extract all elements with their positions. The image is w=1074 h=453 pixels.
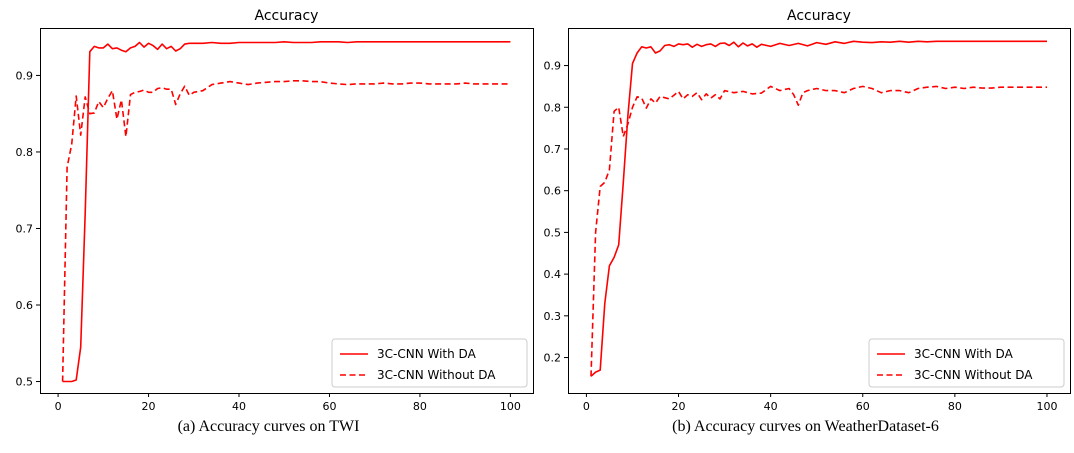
y-tick-label: 0.3 (544, 310, 562, 323)
chart-panel-a: 0 20 40 60 80 100 0.5 0.6 0.7 0.8 0.9 Accuracy 3C-… (16, 8, 534, 435)
x-tick-label: 100 (1036, 400, 1057, 412)
x-tick-label: 80 (948, 400, 962, 412)
y-tick-label: 0.9 (544, 60, 562, 73)
figure-caption: (a) Accuracy curves on TWI (177, 418, 360, 435)
legend-label: 3C-CNN With DA (377, 347, 477, 361)
accuracy-chart-weatherdataset: 0 20 40 60 80 100 0.2 0.3 0.4 0.5 0.6 0.7 0.8 0.9 Acc… (544, 8, 1071, 412)
y-tick-label: 0.7 (544, 143, 562, 156)
x-tick-label: 0 (55, 400, 62, 412)
x-tick-label: 60 (322, 400, 336, 412)
figure-caption: (b) Accuracy curves on WeatherDataset-6 (672, 418, 939, 435)
x-tick-label: 80 (413, 400, 427, 412)
chart-title: Accuracy (787, 8, 851, 24)
chart-title: Accuracy (255, 8, 319, 24)
y-tick-label: 0.6 (16, 299, 34, 312)
y-tick-label: 0.2 (544, 352, 562, 365)
x-tick-label: 100 (500, 400, 521, 412)
accuracy-chart-twi: 0 20 40 60 80 100 0.5 0.6 0.7 0.8 0.9 Accuracy 3C-… (16, 8, 534, 412)
x-tick-label: 40 (764, 400, 778, 412)
x-tick-label: 20 (672, 400, 686, 412)
y-tick-label: 0.9 (16, 69, 34, 82)
y-tick-label: 0.8 (16, 146, 34, 159)
x-tick-label: 20 (142, 400, 156, 412)
y-tick-label: 0.5 (16, 376, 34, 389)
y-tick-label: 0.4 (544, 268, 562, 281)
series-line-with-da (62, 40, 511, 383)
x-tick-label: 40 (232, 400, 246, 412)
y-tick-label: 0.8 (544, 101, 562, 114)
legend-label: 3C-CNN Without DA (377, 368, 496, 382)
x-tick-label: 0 (583, 400, 590, 412)
series-line-with-da (590, 40, 1047, 377)
y-tick-label: 0.6 (544, 185, 562, 198)
chart-panel-b: 0 20 40 60 80 100 0.2 0.3 0.4 0.5 0.6 0.7 0.8 0.9 Acc… (537, 0, 1074, 453)
legend-label: 3C-CNN With DA (914, 347, 1014, 361)
legend-box (868, 338, 1065, 388)
y-tick-label: 0.5 (544, 226, 562, 239)
legend-box (331, 338, 528, 388)
series-line-without-da (590, 85, 1047, 377)
series-line-without-da (61, 80, 511, 382)
x-tick-label: 60 (856, 400, 870, 412)
y-tick-label: 0.7 (16, 222, 34, 235)
legend-label: 3C-CNN Without DA (914, 368, 1033, 382)
